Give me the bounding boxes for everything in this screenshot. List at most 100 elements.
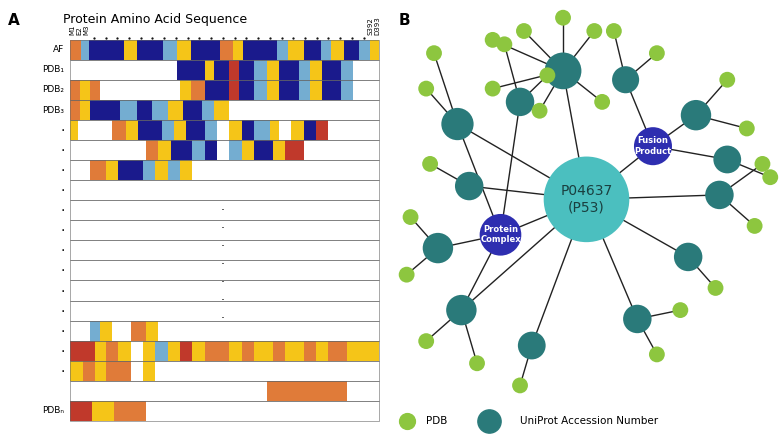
Bar (335, 381, 347, 401)
Bar (70, 361, 379, 381)
Bar (70, 120, 379, 140)
Bar (70, 361, 83, 381)
Bar (70, 140, 379, 160)
Text: ·: · (60, 204, 64, 218)
Bar (152, 100, 167, 120)
Point (404, 214, 417, 221)
Bar (205, 120, 217, 140)
Text: ·: · (221, 240, 225, 253)
Point (451, 120, 464, 128)
Bar (214, 100, 229, 120)
Bar (70, 160, 379, 180)
Bar (70, 321, 379, 341)
Bar (70, 381, 379, 401)
Text: ·: · (60, 144, 64, 158)
Bar (162, 120, 174, 140)
Bar (163, 40, 177, 60)
Text: PDBₙ: PDBₙ (42, 406, 64, 416)
Bar (180, 80, 191, 100)
Bar (285, 140, 303, 160)
Bar (232, 40, 243, 60)
Text: ·: · (221, 276, 225, 289)
Point (713, 191, 726, 198)
Point (432, 245, 444, 252)
Text: S392: S392 (368, 17, 374, 35)
Bar (118, 341, 131, 361)
Text: Protein Amino Acid Sequence: Protein Amino Acid Sequence (63, 13, 246, 26)
Text: M3: M3 (83, 24, 89, 35)
Bar (221, 40, 232, 60)
Bar (70, 401, 379, 421)
Bar (70, 120, 379, 140)
Point (647, 143, 659, 150)
Bar (297, 381, 316, 401)
Bar (254, 80, 267, 100)
Point (651, 351, 663, 358)
Bar (167, 100, 183, 120)
Bar (70, 241, 379, 260)
Bar (243, 40, 278, 60)
Bar (239, 60, 254, 80)
Point (541, 72, 554, 79)
Text: UniProt Accession Number: UniProt Accession Number (520, 416, 658, 426)
Text: ·: · (60, 184, 64, 198)
Bar (273, 140, 285, 160)
Text: ·: · (60, 224, 64, 238)
Point (463, 183, 475, 190)
Point (580, 196, 593, 203)
Bar (70, 200, 379, 220)
Bar (70, 321, 379, 341)
Bar (332, 40, 344, 60)
Bar (106, 341, 118, 361)
Bar (229, 120, 242, 140)
Bar (192, 140, 205, 160)
Text: ·: · (221, 258, 225, 271)
Bar (156, 341, 167, 361)
Bar (113, 401, 124, 421)
Bar (135, 401, 146, 421)
Bar (205, 140, 217, 160)
Bar (70, 381, 379, 401)
Point (557, 14, 569, 21)
Bar (95, 361, 106, 381)
Bar (316, 341, 328, 361)
Point (748, 222, 761, 229)
Bar (146, 140, 159, 160)
Bar (180, 160, 192, 180)
Text: ·: · (221, 294, 225, 307)
Bar (254, 341, 273, 361)
Bar (310, 80, 322, 100)
Point (682, 253, 694, 260)
Bar (183, 100, 202, 120)
Text: AF: AF (53, 45, 64, 54)
Point (690, 112, 702, 119)
Point (741, 125, 753, 132)
Bar (70, 220, 379, 241)
Bar (156, 160, 167, 180)
Bar (299, 60, 310, 80)
Text: ·: · (60, 124, 64, 138)
Bar (267, 80, 279, 100)
Bar (310, 60, 322, 80)
Bar (124, 401, 135, 421)
Bar (344, 40, 359, 60)
Bar (322, 60, 341, 80)
Bar (118, 160, 143, 180)
Bar (191, 40, 221, 60)
Bar (299, 80, 310, 100)
Bar (242, 120, 254, 140)
Bar (328, 341, 347, 361)
Text: ·: · (60, 284, 64, 299)
Text: ·: · (60, 264, 64, 279)
Bar (239, 80, 254, 100)
Text: ·: · (60, 345, 64, 359)
Text: PDB₂: PDB₂ (42, 85, 64, 94)
Bar (70, 40, 81, 60)
Bar (89, 40, 124, 60)
Point (514, 98, 526, 105)
Bar (70, 40, 379, 60)
Point (674, 307, 687, 314)
Point (428, 50, 440, 57)
Bar (92, 401, 102, 421)
Bar (347, 341, 379, 361)
